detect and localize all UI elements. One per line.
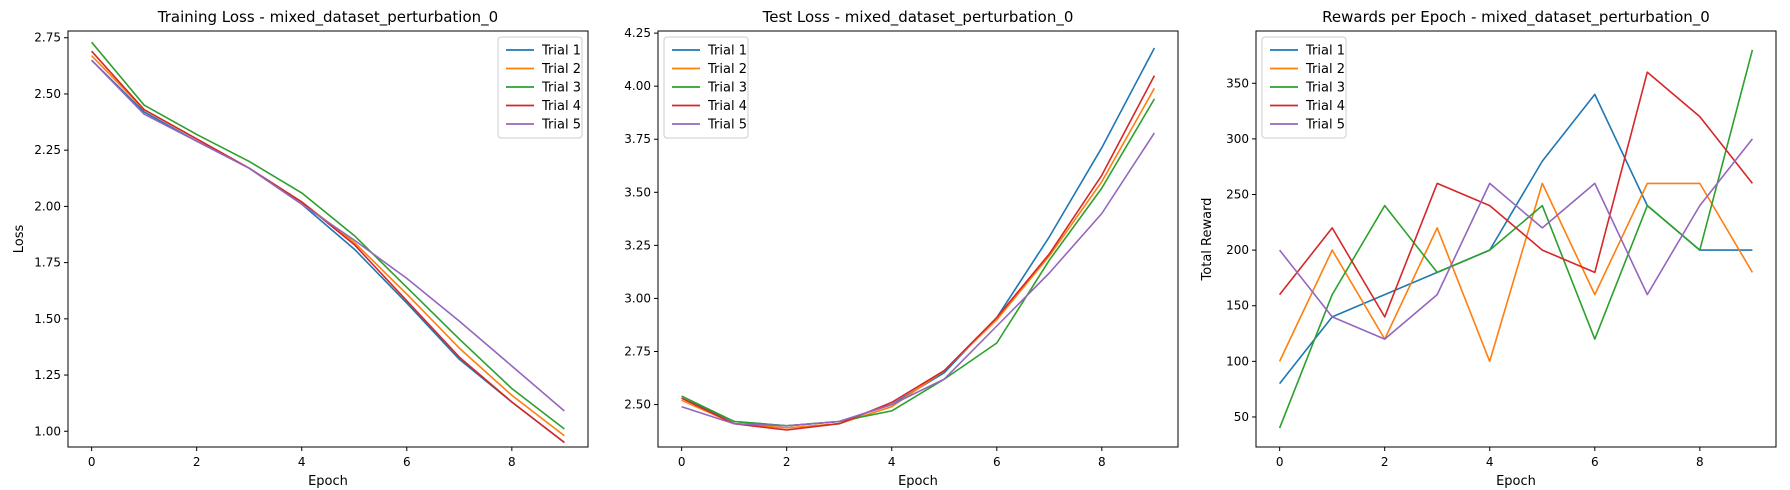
legend-label: Trial 1: [707, 44, 747, 59]
x-tick-label: 2: [193, 455, 201, 469]
chart-title: Rewards per Epoch - mixed_dataset_pertur…: [1322, 8, 1710, 27]
series-line-trial-4: [91, 50, 565, 444]
series-line-trial-4: [681, 75, 1156, 431]
legend-box: [663, 36, 749, 139]
legend-label: Trial 3: [541, 81, 581, 96]
legend-box: [1261, 36, 1347, 139]
legend-label: Trial 3: [707, 81, 747, 96]
series-line-trial-1: [91, 59, 565, 444]
y-tick-label: 1.00: [34, 424, 61, 438]
x-tick-label: 8: [1098, 455, 1106, 469]
axes-frame: [1255, 30, 1777, 448]
axes-frame: [67, 30, 589, 448]
series-line-trial-1: [1278, 93, 1753, 385]
series-line-trial-3: [90, 41, 565, 430]
x-tick-label: 0: [88, 455, 96, 469]
series-line-trial-4: [1278, 71, 1754, 318]
legend-label: Trial 2: [1305, 62, 1345, 77]
y-tick-label: 2.75: [34, 31, 61, 45]
legend-label: Trial 4: [541, 99, 581, 114]
legend: Trial 1 Trial 2 Trial 3 Trial 4 Trial 5: [497, 36, 583, 139]
x-tick-label: 2: [783, 455, 791, 469]
legend-label: Trial 3: [1305, 81, 1345, 96]
x-tick-label: 8: [508, 455, 516, 469]
x-axis-label: Epoch: [308, 474, 348, 489]
series-line-trial-2: [1278, 182, 1754, 363]
y-tick-label: 1.25: [34, 368, 61, 382]
y-tick-label: 50: [1234, 410, 1249, 424]
x-tick-label: 0: [678, 455, 686, 469]
legend: Trial 1 Trial 2 Trial 3 Trial 4 Trial 5: [1261, 36, 1347, 139]
series-line-trial-2: [91, 55, 565, 437]
y-tick-label: 350: [1226, 76, 1249, 90]
y-tick-label: 2.75: [624, 344, 651, 358]
series-line-trial-3: [681, 98, 1156, 427]
legend-label: Trial 1: [1305, 44, 1345, 59]
chart-title: Test Loss - mixed_dataset_perturbation_0: [762, 8, 1074, 27]
legend-label: Trial 5: [1305, 118, 1345, 133]
y-tick-label: 3.75: [624, 132, 651, 146]
y-axis-label: Total Reward: [1200, 198, 1215, 282]
y-tick-label: 2.50: [624, 398, 651, 412]
series-line-trial-5: [1278, 138, 1754, 340]
chart-1: 0 2 4 6 8 1.00 1.25 1.50 1.75 2.00 2.25 2.50 2.75 Tra…: [12, 8, 589, 489]
legend: Trial 1 Trial 2 Trial 3 Trial 4 Trial 5: [663, 36, 749, 139]
y-tick-label: 2.50: [34, 87, 61, 101]
chart-2: 0 2 4 6 8 2.50 2.75 3.00 3.25 3.50 3.75 4.00 4.25 Tes…: [624, 8, 1179, 489]
legend-label: Trial 2: [541, 62, 581, 77]
x-tick-label: 0: [1276, 455, 1284, 469]
y-tick-label: 1.75: [34, 256, 61, 270]
series-line-trial-3: [1278, 49, 1754, 429]
series-line-trial-5: [681, 132, 1156, 427]
legend-label: Trial 5: [541, 118, 581, 133]
x-tick-label: 6: [403, 455, 411, 469]
legend-label: Trial 4: [1305, 99, 1345, 114]
legend-box: [497, 36, 583, 139]
x-tick-label: 6: [1591, 455, 1599, 469]
y-tick-label: 4.25: [624, 26, 651, 40]
x-tick-label: 4: [888, 455, 896, 469]
y-tick-label: 300: [1226, 132, 1249, 146]
y-tick-label: 100: [1226, 354, 1249, 368]
y-tick-label: 4.00: [624, 79, 651, 93]
legend-label: Trial 1: [541, 44, 581, 59]
y-tick-label: 3.50: [624, 185, 651, 199]
x-axis-label: Epoch: [1496, 474, 1536, 489]
y-tick-label: 3.25: [624, 238, 651, 252]
y-tick-label: 3.00: [624, 291, 651, 305]
x-axis-label: Epoch: [898, 474, 938, 489]
x-tick-label: 8: [1696, 455, 1704, 469]
x-tick-label: 4: [298, 455, 306, 469]
x-tick-label: 6: [993, 455, 1001, 469]
legend-label: Trial 2: [707, 62, 747, 77]
y-tick-label: 1.50: [34, 312, 61, 326]
x-tick-label: 2: [1381, 455, 1389, 469]
legend-label: Trial 5: [707, 118, 747, 133]
legend-label: Trial 4: [707, 99, 747, 114]
chart-title: Training Loss - mixed_dataset_perturbati…: [157, 8, 498, 27]
y-tick-label: 2.25: [34, 143, 61, 157]
axes-frame: [657, 30, 1179, 448]
y-axis-label: Loss: [12, 225, 27, 254]
series-line-trial-2: [681, 87, 1156, 429]
y-tick-label: 2.00: [34, 199, 61, 213]
chart-3: 0 2 4 6 8 50 100 150 200 250 300 350 Rewards per Epo…: [1200, 8, 1777, 489]
series-line-trial-5: [91, 59, 565, 412]
y-tick-label: 200: [1226, 243, 1249, 257]
y-tick-label: 250: [1226, 188, 1249, 202]
series-line-trial-1: [681, 47, 1156, 427]
x-tick-label: 4: [1486, 455, 1494, 469]
y-tick-label: 150: [1226, 299, 1249, 313]
